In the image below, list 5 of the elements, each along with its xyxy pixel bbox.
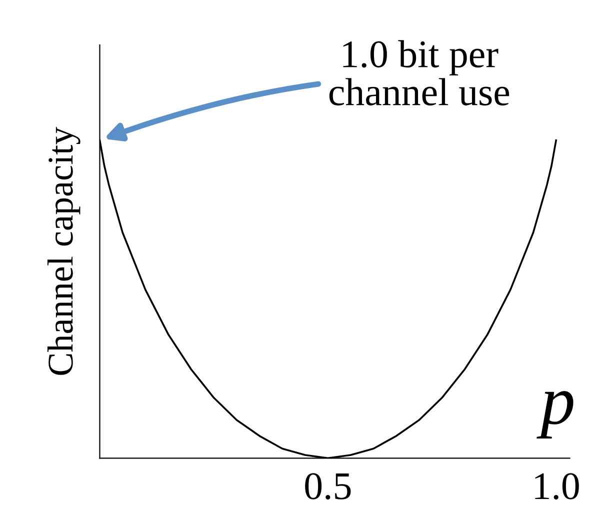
x-tick-label: 0.5 xyxy=(305,473,351,500)
x-axis-title: p xyxy=(536,390,574,438)
y-axis-title: Channel capacity xyxy=(47,126,80,375)
x-tick-label: 1.0 xyxy=(535,473,579,500)
text: 1.0 bit per channel use xyxy=(329,40,510,106)
